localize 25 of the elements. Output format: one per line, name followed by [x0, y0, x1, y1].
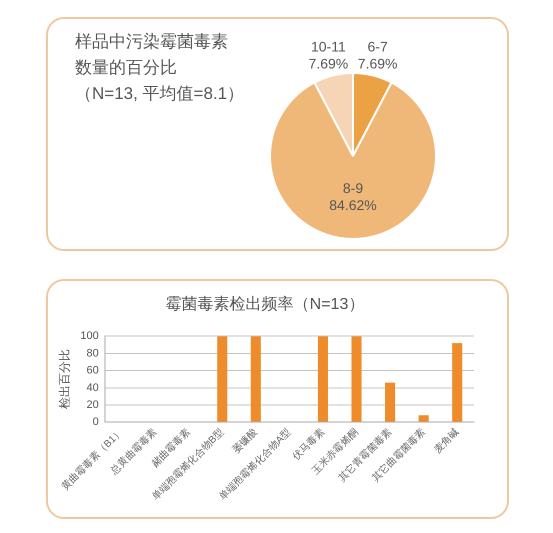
y-tick-label: 60 [86, 364, 99, 377]
bar [318, 336, 328, 422]
y-tick-label: 40 [86, 382, 99, 394]
data-label: 84.62% [329, 196, 377, 213]
y-tick-label: 80 [86, 347, 99, 360]
slice-label: 10-11 [310, 38, 346, 54]
bar [385, 382, 396, 422]
chart-title: 霉菌毒素检出频率（N=13） [166, 295, 364, 314]
x-tick-label: 麦角碱 [432, 426, 462, 456]
slice-label: 6-7 [368, 38, 388, 54]
slice-label: 8-9 [342, 180, 364, 196]
data-label: 7.69% [308, 55, 348, 72]
y-tick-label: 100 [80, 330, 99, 342]
y-tick-label: 20 [86, 399, 99, 411]
bar [217, 336, 228, 422]
bar [250, 336, 261, 422]
bar [452, 343, 462, 422]
chart-title: 样品中污染霉菌毒素数量的百分比 [75, 31, 229, 79]
bar [351, 336, 362, 422]
bar [418, 415, 429, 422]
y-axis-title: 检出百分比 [58, 349, 72, 410]
data-label: 7.69% [358, 55, 398, 72]
x-tick-label: 萎镰酸 [230, 426, 260, 456]
y-tick-label: 0 [92, 416, 99, 428]
text: （N=13, 平均值=8.1） [75, 83, 244, 105]
